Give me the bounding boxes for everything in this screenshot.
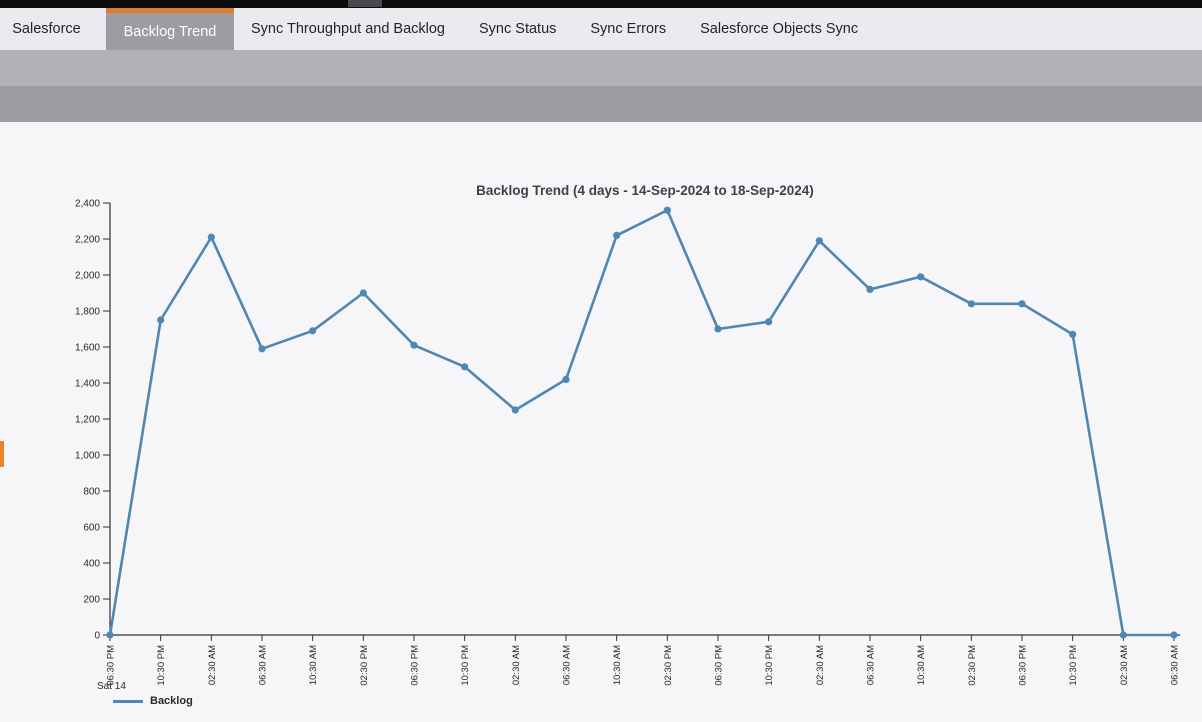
- x-tick-label: 10:30 PM: [460, 645, 471, 686]
- data-point: [207, 233, 215, 241]
- chart-legend: Backlog: [113, 695, 193, 707]
- y-tick-label: 2,000: [75, 271, 100, 282]
- data-point: [359, 289, 367, 297]
- x-tick-label: 10:30 AM: [308, 645, 319, 685]
- y-tick-label: 400: [83, 559, 100, 570]
- y-tick-label: 0: [94, 631, 100, 642]
- x-tick-label: 10:30 AM: [916, 645, 927, 685]
- tab-sync-status[interactable]: Sync Status: [462, 8, 573, 50]
- data-point: [511, 406, 519, 414]
- y-tick-label: 1,400: [75, 379, 100, 390]
- data-point: [1119, 631, 1127, 639]
- chart-axes: [109, 203, 1180, 636]
- x-tick-label: 02:30 PM: [967, 645, 978, 686]
- y-tick-label: 1,200: [75, 415, 100, 426]
- feedback-edge-handle[interactable]: [0, 441, 4, 467]
- x-tick-label: 06:30 AM: [562, 645, 573, 685]
- data-point: [714, 325, 722, 333]
- data-point: [815, 237, 823, 245]
- data-point: [917, 273, 925, 281]
- chart-title: Backlog Trend (4 days - 14-Sep-2024 to 1…: [476, 183, 814, 198]
- x-tick-label: 10:30 PM: [764, 645, 775, 686]
- x-tick-label: 02:30 AM: [1119, 645, 1130, 685]
- y-tick-label: 200: [83, 595, 100, 606]
- x-tick-label: 06:30 AM: [866, 645, 877, 685]
- data-point: [1170, 631, 1178, 639]
- tab-bar: Salesforce Backlog Trend Sync Throughput…: [0, 8, 1202, 50]
- x-tick-label: 06:30 AM: [1170, 645, 1181, 685]
- y-tick-label: 600: [83, 523, 100, 534]
- data-point: [663, 206, 671, 214]
- data-point: [1069, 330, 1077, 338]
- tab-label: Sync Errors: [590, 21, 667, 37]
- tab-label: Sync Throughput and Backlog: [251, 21, 446, 37]
- y-tick-label: 1,600: [75, 343, 100, 354]
- data-point: [309, 327, 317, 335]
- x-tick-label: 06:30 PM: [714, 645, 725, 686]
- x-tick-label: 10:30 PM: [156, 645, 167, 686]
- data-point: [613, 231, 621, 239]
- data-point: [967, 300, 975, 308]
- tab-gap: [93, 8, 106, 50]
- data-point: [106, 631, 114, 639]
- topbar-notch: [348, 0, 382, 7]
- data-point: [765, 318, 773, 326]
- y-tick-label: 1,000: [75, 451, 100, 462]
- x-tick-label: 02:30 AM: [207, 645, 218, 685]
- data-point: [258, 345, 266, 353]
- data-point: [866, 285, 874, 293]
- tab-sync-throughput-and-backlog[interactable]: Sync Throughput and Backlog: [234, 8, 462, 50]
- x-tick-label: 06:30 PM: [106, 645, 117, 686]
- legend-line-swatch: [113, 699, 143, 703]
- data-point: [1018, 300, 1026, 308]
- data-point: [157, 316, 165, 324]
- x-tick-label: 02:30 AM: [815, 645, 826, 685]
- y-tick-label: 1,800: [75, 307, 100, 318]
- tab-label: Salesforce Objects Sync: [700, 21, 859, 37]
- x-tick-label: 02:30 PM: [359, 645, 370, 686]
- browser-top-bar: [0, 0, 1202, 8]
- x-tick-label: 10:30 PM: [1068, 645, 1079, 686]
- tab-sync-errors[interactable]: Sync Errors: [573, 8, 683, 50]
- y-tick-label: 2,200: [75, 235, 100, 246]
- x-tick-label: 02:30 PM: [663, 645, 674, 686]
- tab-label: Sync Status: [479, 21, 557, 37]
- x-tick-label: 10:30 AM: [612, 645, 623, 685]
- tab-salesforce[interactable]: Salesforce: [0, 8, 93, 50]
- series-line-backlog: [108, 208, 1176, 637]
- backlog-trend-line-chart: 0 200 400 600 800 1,000 1,200 1,400 1,600 1,800 2,…: [75, 199, 1181, 686]
- toolbar-lower-placeholder: [0, 86, 1202, 122]
- tab-label: Backlog Trend: [123, 23, 217, 40]
- x-tick-label: 06:30 PM: [1018, 645, 1029, 686]
- tab-salesforce-objects-sync[interactable]: Salesforce Objects Sync: [683, 8, 875, 50]
- legend-series-label: Backlog: [150, 695, 193, 707]
- y-tick-label: 2,400: [75, 199, 100, 210]
- data-point: [410, 341, 418, 349]
- x-axis-day-label: Sat 14: [97, 681, 126, 692]
- x-tick-label: 06:30 PM: [410, 645, 421, 686]
- y-tick-label: 800: [83, 487, 100, 498]
- tab-label: Salesforce: [12, 21, 81, 37]
- x-tick-label: 02:30 AM: [511, 645, 522, 685]
- toolbar-upper-placeholder: [0, 50, 1202, 86]
- data-point: [562, 375, 570, 383]
- data-point: [461, 363, 469, 371]
- x-tick-label: 06:30 AM: [258, 645, 269, 685]
- tab-backlog-trend[interactable]: Backlog Trend: [106, 8, 234, 50]
